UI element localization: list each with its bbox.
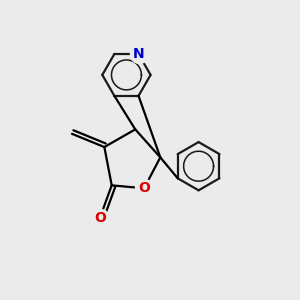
Text: O: O [94,211,106,225]
Text: N: N [133,47,144,61]
Text: O: O [138,181,150,195]
